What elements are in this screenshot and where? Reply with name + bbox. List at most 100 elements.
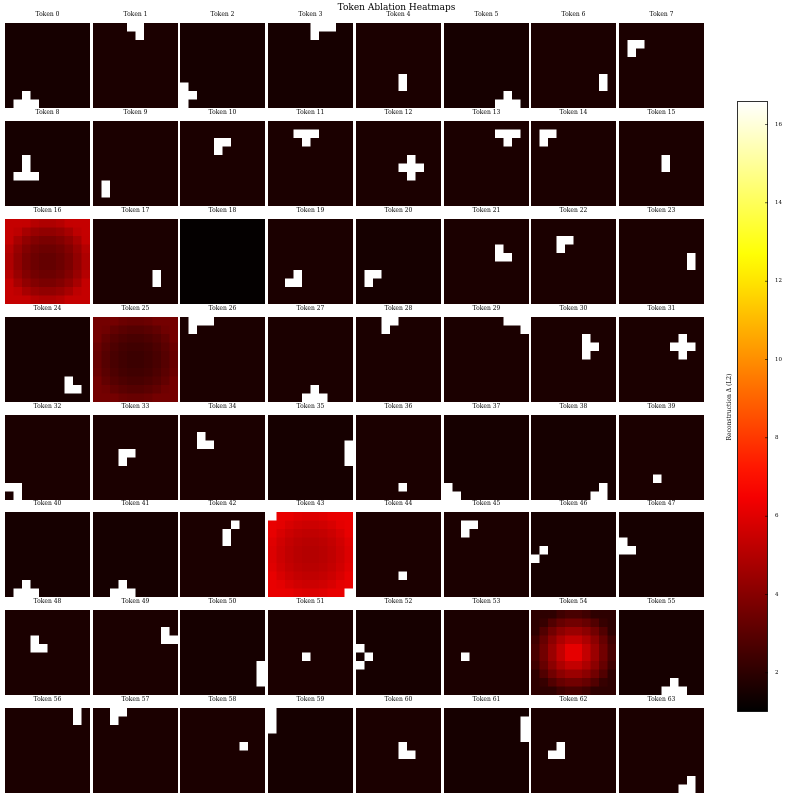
heatmap-cell: [407, 432, 416, 441]
heatmap-cell: [444, 376, 453, 386]
heatmap-cell: [197, 588, 206, 597]
heatmap-cell: [695, 227, 704, 237]
heatmap-cell: [144, 163, 153, 173]
heatmap-cell: [73, 325, 82, 335]
heatmap-cell: [356, 317, 365, 326]
heatmap-cell: [644, 474, 654, 484]
heatmap-cell: [432, 82, 441, 92]
heatmap-cell: [5, 393, 14, 402]
heatmap-cell: [381, 563, 391, 572]
heatmap-cell: [486, 31, 496, 41]
heatmap-cell: [268, 563, 277, 572]
heatmap-cell: [661, 261, 671, 271]
heatmap-cell: [573, 121, 583, 130]
heatmap-cell: [364, 466, 374, 475]
heatmap-cell: [381, 440, 391, 450]
heatmap-cell: [144, 146, 153, 156]
heatmap-cell: [64, 57, 74, 66]
heatmap-cell: [398, 146, 408, 156]
heatmap-cell: [22, 121, 31, 130]
heatmap-cell: [687, 457, 696, 467]
heatmap-cell: [444, 31, 453, 41]
heatmap-cell: [687, 474, 696, 484]
heatmap-cell: [127, 295, 136, 304]
heatmap-cell: [344, 253, 353, 262]
heatmap-cell: [364, 121, 374, 130]
heatmap-cell: [582, 563, 591, 572]
heatmap-cell: [661, 180, 671, 190]
heatmap-cell: [661, 376, 671, 386]
heatmap-cell: [256, 449, 265, 458]
heatmap-cell: [39, 253, 48, 262]
heatmap-cell: [39, 351, 48, 360]
heatmap-cell: [398, 466, 408, 475]
heatmap-cell: [344, 368, 353, 377]
heatmap-cell: [565, 91, 574, 100]
heatmap-cell: [539, 180, 549, 190]
heatmap-cell: [512, 40, 521, 49]
heatmap-cell: [432, 172, 441, 181]
heatmap-cell: [503, 449, 513, 458]
heatmap-cell: [364, 342, 374, 352]
heatmap-cell: [81, 189, 90, 198]
heatmap-cell: [432, 236, 441, 245]
heatmap-cell: [636, 376, 645, 386]
heatmap-cell: [495, 580, 504, 589]
heatmap-cell: [5, 219, 14, 228]
heatmap-cell: [444, 180, 453, 190]
heatmap-cell: [344, 529, 353, 538]
heatmap-cell: [373, 48, 382, 58]
heatmap-cell: [344, 99, 353, 108]
heatmap-cell: [197, 91, 206, 100]
heatmap-cell: [30, 491, 40, 500]
heatmap-cell: [590, 580, 600, 589]
heatmap-cell: [327, 415, 337, 424]
heatmap-cell: [310, 588, 320, 597]
heatmap-cell: [461, 219, 470, 228]
heatmap-cell: [81, 74, 90, 83]
heatmap-cell: [73, 253, 82, 262]
heatmap-cell: [302, 466, 311, 475]
heatmap-cell: [47, 261, 57, 271]
heatmap-cell: [256, 155, 265, 164]
heatmap-cell: [205, 172, 215, 181]
heatmap-cell: [214, 219, 223, 228]
heatmap-cell: [599, 359, 608, 369]
heatmap-cell: [539, 236, 549, 245]
heatmap-cell: [135, 172, 145, 181]
heatmap-cell: [13, 74, 23, 83]
heatmap-cell: [231, 351, 240, 360]
heatmap-cell: [486, 278, 496, 288]
heatmap-cell: [469, 99, 479, 108]
heatmap-cell: [531, 474, 540, 484]
heatmap-cell: [188, 512, 198, 521]
heatmap-cell: [276, 415, 286, 424]
heatmap-cell: [81, 537, 90, 547]
heatmap-cell: [539, 82, 549, 92]
heatmap-cell: [565, 99, 574, 108]
heatmap-cell: [636, 23, 645, 32]
heatmap-cell: [565, 74, 574, 83]
heatmap-cell: [188, 317, 198, 326]
heatmap-cell: [336, 563, 345, 572]
heatmap-cell: [495, 554, 504, 564]
heatmap-cell: [548, 466, 557, 475]
heatmap-cell: [373, 325, 382, 335]
heatmap-cell: [424, 432, 433, 441]
heatmap-cell: [293, 325, 303, 335]
heatmap-cell: [495, 31, 504, 41]
heatmap-cell: [653, 423, 662, 433]
panel-title: Token 41: [121, 500, 150, 507]
heatmap-cell: [678, 163, 688, 173]
heatmap-cell: [415, 121, 425, 130]
heatmap-cell: [444, 219, 453, 228]
heatmap-cell: [118, 432, 128, 441]
heatmap-cell: [222, 180, 232, 190]
heatmap-cell: [364, 189, 374, 198]
heatmap-cell: [619, 537, 628, 547]
heatmap-cell: [644, 483, 654, 492]
heatmap-cell: [695, 449, 704, 458]
heatmap-cell: [205, 512, 215, 521]
heatmap-cell: [539, 219, 549, 228]
heatmap-cell: [22, 197, 31, 206]
